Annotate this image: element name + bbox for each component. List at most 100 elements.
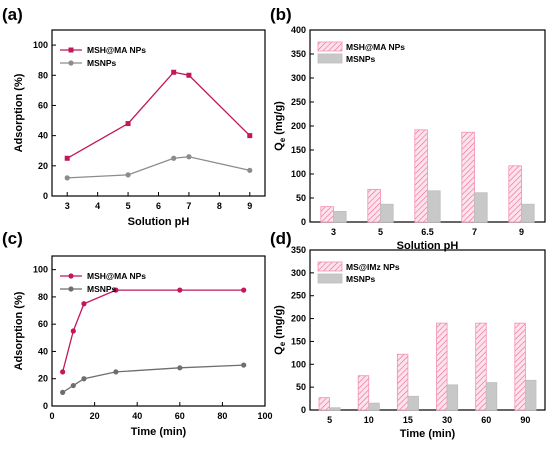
chart-panel-0: 0 20 40 60 80 100 3 4 5 6 7 8 9 MSH@MA NPs MSNPs Soluti…	[13, 29, 266, 228]
y-tick-label-2-1: 20	[38, 374, 48, 384]
data-point-2-0-2	[81, 301, 87, 307]
bar-3-0-5	[514, 322, 526, 411]
y-tick-label-0-1: 20	[38, 161, 48, 171]
data-point-2-0-3	[113, 287, 119, 293]
x-tick-label-1-3: 7	[472, 227, 477, 237]
data-point-2-1-5	[241, 362, 247, 368]
y-tick-label-0-4: 80	[38, 70, 48, 80]
y-tick-label-2-3: 60	[38, 319, 48, 329]
x-tick-label-2-1: 20	[90, 411, 100, 421]
bar-1-1-3	[474, 192, 488, 223]
y-axis-title-0: Adsorption (%)	[13, 73, 25, 152]
bar-3-0-4	[475, 322, 487, 411]
y-axis-title-sub-3: e	[278, 341, 287, 346]
x-axis-title-3: Time (min)	[400, 428, 456, 440]
bar-3-1-3	[446, 384, 459, 411]
plot-frame-3	[309, 249, 546, 411]
panel-letter-a: (a)	[2, 5, 23, 24]
data-point-0-0-2	[171, 69, 177, 75]
x-tick-label-0-0: 3	[65, 201, 70, 211]
x-tick-label-2-3: 60	[175, 411, 185, 421]
bar-1-1-4	[521, 203, 535, 223]
legend-marker-0-1	[68, 60, 74, 66]
data-point-2-1-2	[81, 376, 87, 382]
bar-1-0-1	[367, 188, 381, 223]
legend-marker-2-1	[68, 286, 74, 292]
y-tick-label-1-5: 250	[291, 97, 306, 107]
y-tick-label-3-7: 350	[291, 245, 306, 255]
data-point-0-0-3	[186, 72, 192, 78]
data-point-0-0-1	[125, 121, 131, 127]
x-tick-label-3-5: 90	[520, 415, 530, 425]
series-line-2-1	[62, 364, 244, 393]
x-tick-label-1-2: 6.5	[421, 227, 434, 237]
y-tick-label-1-8: 400	[291, 25, 306, 35]
y-axis-title-2: Adsorption (%)	[13, 291, 25, 370]
legend-marker-0-0	[68, 47, 74, 53]
x-axis-title-0: Solution pH	[128, 216, 190, 228]
x-tick-label-1-4: 9	[519, 227, 524, 237]
x-tick-label-2-0: 0	[49, 411, 54, 421]
bar-3-1-1	[368, 402, 380, 411]
bar-3-1-4	[485, 382, 498, 411]
legend-swatch-3-0	[317, 261, 343, 272]
series-line-2-0	[62, 289, 244, 373]
chart-panel-2: 0 20 40 60 80 100 0 20 40 60 80 100 MSH@MA NPs MSNPs T…	[13, 255, 273, 438]
legend-marker-2-0	[68, 273, 74, 279]
x-tick-label-2-2: 40	[132, 411, 142, 421]
y-tick-label-3-6: 300	[291, 268, 306, 278]
x-tick-label-3-0: 5	[327, 415, 332, 425]
y-tick-label-1-7: 350	[291, 49, 306, 59]
legend-swatch-1-0	[317, 41, 343, 52]
bar-1-0-2	[414, 129, 428, 223]
y-axis-title-main-3: Q	[273, 346, 285, 355]
x-tick-label-0-6: 9	[247, 201, 252, 211]
y-tick-label-1-4: 200	[291, 121, 306, 131]
bar-3-0-2	[396, 353, 409, 411]
data-point-2-0-1	[70, 328, 76, 334]
y-tick-label-3-5: 250	[291, 291, 306, 301]
plot-frame-0	[51, 29, 266, 197]
y-tick-label-1-3: 150	[291, 145, 306, 155]
bar-3-1-2	[407, 395, 419, 411]
y-tick-label-0-0: 0	[43, 191, 48, 201]
y-tick-label-1-6: 300	[291, 73, 306, 83]
x-tick-label-0-1: 4	[95, 201, 100, 211]
y-tick-label-2-2: 40	[38, 346, 48, 356]
x-tick-label-3-1: 10	[364, 415, 374, 425]
x-tick-label-3-2: 15	[403, 415, 413, 425]
bar-3-1-0	[329, 407, 341, 411]
bar-1-1-0	[333, 211, 347, 223]
x-tick-label-0-5: 8	[217, 201, 222, 211]
x-tick-label-2-4: 80	[217, 411, 227, 421]
series-line-0-0	[66, 71, 251, 159]
bar-3-0-0	[318, 397, 330, 411]
legend-label-2-0: MSH@MA NPs	[87, 271, 146, 281]
y-tick-label-2-5: 100	[33, 265, 48, 275]
data-point-0-1-3	[186, 154, 192, 160]
data-point-0-0-0	[64, 155, 70, 161]
y-tick-label-0-3: 60	[38, 100, 48, 110]
bar-1-0-3	[461, 131, 475, 223]
plot-frame-2	[51, 255, 266, 407]
y-tick-label-1-2: 100	[291, 169, 306, 179]
x-tick-label-0-4: 7	[186, 201, 191, 211]
x-tick-label-1-0: 3	[331, 227, 336, 237]
y-tick-label-3-4: 200	[291, 314, 306, 324]
y-axis-title-main-1: Q	[273, 142, 285, 151]
data-point-0-1-1	[125, 172, 131, 178]
series-line-0-1	[67, 156, 250, 179]
y-tick-label-3-1: 50	[296, 382, 306, 392]
x-tick-label-0-3: 6	[156, 201, 161, 211]
y-axis-title-3: Qe (mg/g)	[273, 305, 287, 355]
bar-1-1-2	[427, 190, 441, 223]
data-point-2-0-0	[60, 369, 66, 375]
bar-1-0-0	[320, 206, 334, 223]
y-tick-label-2-0: 0	[43, 401, 48, 411]
y-axis-title-rest-1: (mg/g)	[273, 101, 285, 138]
data-point-0-0-4	[247, 133, 253, 139]
data-point-2-1-4	[177, 365, 183, 371]
legend-label-0-1: MSNPs	[87, 58, 117, 68]
